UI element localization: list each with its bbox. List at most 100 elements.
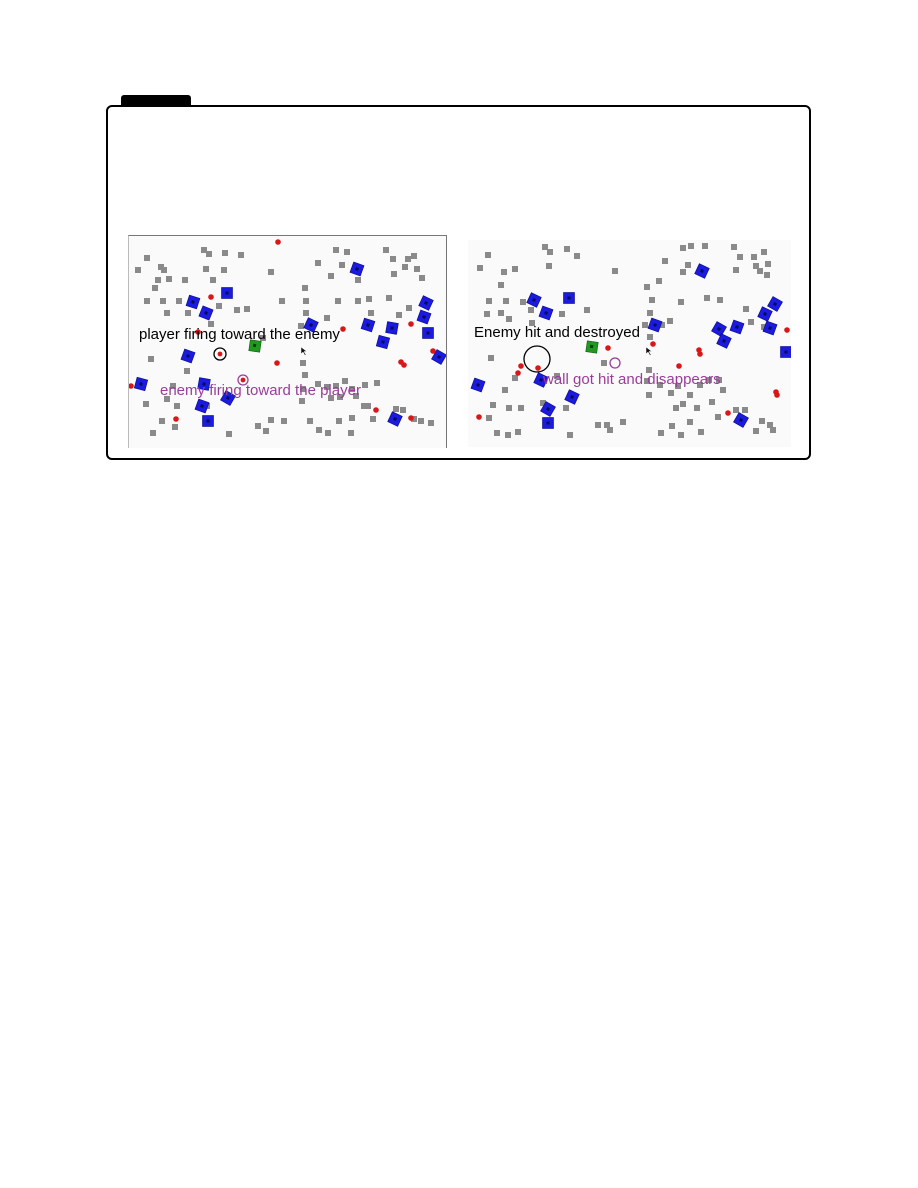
wall-block xyxy=(155,277,161,283)
wall-block xyxy=(667,318,673,324)
enemy-tank xyxy=(385,321,399,335)
wall-block xyxy=(488,355,494,361)
wall-block xyxy=(411,416,417,422)
bullet xyxy=(725,410,731,416)
bullet xyxy=(605,345,611,351)
wall-block xyxy=(697,382,703,388)
wall-block xyxy=(279,298,285,304)
wall-block xyxy=(515,429,521,435)
wall-block xyxy=(687,392,693,398)
wall-block xyxy=(255,423,261,429)
wall-block xyxy=(160,298,166,304)
wall-block xyxy=(348,430,354,436)
enemy-tank-turret xyxy=(476,383,480,387)
wall-block xyxy=(300,360,306,366)
wall-block xyxy=(303,310,309,316)
wall-block xyxy=(716,377,722,383)
wall-block xyxy=(675,383,681,389)
wall-block xyxy=(390,256,396,262)
wall-block xyxy=(164,310,170,316)
wall-block xyxy=(753,263,759,269)
bullet xyxy=(173,416,179,422)
wall-block xyxy=(737,254,743,260)
wall-block xyxy=(743,306,749,312)
enemy-tank-turret xyxy=(381,340,385,344)
enemy-tank-turret xyxy=(653,323,657,327)
wall-block xyxy=(135,267,141,273)
wall-block xyxy=(477,265,483,271)
wall-block xyxy=(339,262,345,268)
wall-block xyxy=(604,422,610,428)
wall-block xyxy=(765,261,771,267)
enemy-tank xyxy=(194,398,210,414)
wall-block xyxy=(300,386,306,392)
enemy-tank-turret xyxy=(393,417,397,421)
wall-block xyxy=(529,320,535,326)
enemy-tank-turret xyxy=(202,382,206,386)
enemy-tank-turret xyxy=(206,419,210,423)
enemy-tank xyxy=(647,317,663,333)
wall-block xyxy=(307,418,313,424)
wall-block xyxy=(751,254,757,260)
wall-block xyxy=(335,298,341,304)
enemy-tank-turret xyxy=(191,300,195,304)
highlight-ring xyxy=(213,347,227,361)
wall-block xyxy=(268,269,274,275)
enemy-tank-turret xyxy=(735,325,739,329)
bullet xyxy=(208,294,214,300)
bullet xyxy=(535,365,541,371)
wall-block xyxy=(646,392,652,398)
enemy-tank xyxy=(360,317,376,333)
wall-block xyxy=(731,244,737,250)
player-tank-turret xyxy=(589,344,594,349)
wall-block xyxy=(685,262,691,268)
wall-block xyxy=(299,398,305,404)
wall-block xyxy=(315,381,321,387)
enemy-tank-turret xyxy=(139,382,143,386)
wall-block xyxy=(368,310,374,316)
wall-block xyxy=(333,247,339,253)
wall-block xyxy=(761,249,767,255)
wall-block xyxy=(324,384,330,390)
enemy-tank xyxy=(564,389,580,405)
wall-block xyxy=(316,427,322,433)
wall-block xyxy=(374,380,380,386)
enemy-tank xyxy=(220,390,236,406)
wall-block xyxy=(567,432,573,438)
enemy-tank-turret xyxy=(700,269,704,273)
enemy-tank-turret xyxy=(200,404,204,408)
wall-block xyxy=(694,405,700,411)
wall-block xyxy=(172,424,178,430)
wall-block xyxy=(540,400,546,406)
wall-block xyxy=(325,430,331,436)
enemy-tank xyxy=(711,321,727,337)
wall-block xyxy=(770,427,776,433)
enemy-tank-turret xyxy=(309,323,313,327)
enemy-tank xyxy=(197,377,211,391)
enemy-tank-turret xyxy=(424,301,428,305)
wall-block xyxy=(216,303,222,309)
wall-block xyxy=(405,256,411,262)
enemy-tank-turret xyxy=(546,421,550,425)
wall-block xyxy=(680,401,686,407)
wall-block xyxy=(501,269,507,275)
wall-block xyxy=(498,310,504,316)
bullet xyxy=(408,415,414,421)
wall-block xyxy=(733,267,739,273)
wall-block xyxy=(166,276,172,282)
wall-block xyxy=(506,405,512,411)
bullet xyxy=(274,360,280,366)
wall-block xyxy=(208,321,214,327)
wall-block xyxy=(528,307,534,313)
wall-block xyxy=(203,266,209,272)
wall-block xyxy=(226,431,232,437)
wall-block xyxy=(201,247,207,253)
wall-block xyxy=(414,266,420,272)
enemy-tank xyxy=(198,305,214,321)
wall-block xyxy=(698,429,704,435)
enemy-tank-turret xyxy=(722,339,726,343)
wall-block xyxy=(238,252,244,258)
enemy-tank xyxy=(470,377,486,393)
wall-block xyxy=(486,415,492,421)
wall-block xyxy=(498,282,504,288)
